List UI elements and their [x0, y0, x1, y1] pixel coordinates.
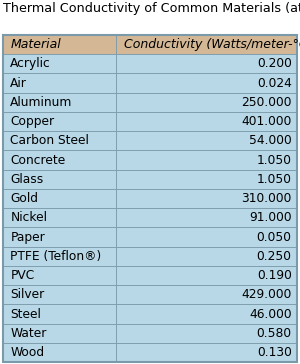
Text: Glass: Glass — [11, 173, 43, 186]
Bar — [3, 343, 116, 362]
Bar — [3, 54, 116, 74]
Bar — [116, 150, 297, 170]
Text: 0.250: 0.250 — [257, 250, 292, 263]
Text: 91.000: 91.000 — [249, 211, 292, 224]
Bar — [3, 93, 116, 112]
Text: Conductivity (Watts/meter-°C): Conductivity (Watts/meter-°C) — [124, 38, 300, 51]
Text: Thermal Conductivity of Common Materials (at 25º C): Thermal Conductivity of Common Materials… — [3, 2, 300, 15]
Text: Material: Material — [11, 38, 61, 51]
Bar — [3, 170, 116, 189]
Bar — [116, 247, 297, 266]
Text: 401.000: 401.000 — [241, 115, 292, 128]
Bar — [116, 285, 297, 304]
Bar — [3, 131, 116, 150]
Bar — [3, 112, 116, 131]
Bar — [116, 324, 297, 343]
Text: 429.000: 429.000 — [241, 288, 292, 301]
Bar — [3, 285, 116, 304]
Bar — [116, 35, 297, 54]
Text: 0.580: 0.580 — [256, 327, 292, 340]
Text: 0.190: 0.190 — [257, 269, 292, 282]
Bar — [3, 266, 116, 285]
Bar — [3, 150, 116, 170]
Text: 250.000: 250.000 — [241, 96, 292, 109]
Bar — [116, 131, 297, 150]
Text: Steel: Steel — [11, 308, 41, 321]
Text: Wood: Wood — [11, 346, 44, 359]
Text: 310.000: 310.000 — [241, 192, 292, 205]
Bar — [116, 74, 297, 93]
Text: 0.050: 0.050 — [257, 230, 292, 244]
Bar — [3, 324, 116, 343]
Bar — [3, 208, 116, 228]
Text: Copper: Copper — [11, 115, 55, 128]
Text: 54.000: 54.000 — [249, 134, 292, 147]
Text: PTFE (Teflon®): PTFE (Teflon®) — [11, 250, 102, 263]
Bar — [3, 247, 116, 266]
Bar — [116, 112, 297, 131]
Bar — [116, 170, 297, 189]
Text: Carbon Steel: Carbon Steel — [11, 134, 89, 147]
Bar — [3, 189, 116, 208]
Bar — [116, 304, 297, 324]
Text: Air: Air — [11, 76, 27, 90]
Text: 1.050: 1.050 — [257, 173, 292, 186]
Text: Gold: Gold — [11, 192, 38, 205]
Text: Paper: Paper — [11, 230, 45, 244]
Text: 1.050: 1.050 — [257, 154, 292, 167]
Text: Nickel: Nickel — [11, 211, 47, 224]
Bar — [116, 343, 297, 362]
Bar — [116, 189, 297, 208]
Text: PVC: PVC — [11, 269, 34, 282]
Bar — [116, 93, 297, 112]
Bar — [3, 74, 116, 93]
Text: Water: Water — [11, 327, 47, 340]
Bar — [3, 304, 116, 324]
Text: 0.200: 0.200 — [257, 57, 292, 70]
Text: Concrete: Concrete — [11, 154, 66, 167]
Bar — [116, 228, 297, 247]
Text: 0.130: 0.130 — [257, 346, 292, 359]
Text: Silver: Silver — [11, 288, 45, 301]
Bar — [116, 54, 297, 74]
Bar — [116, 208, 297, 228]
Text: Acrylic: Acrylic — [11, 57, 51, 70]
Text: Aluminum: Aluminum — [11, 96, 73, 109]
Bar — [3, 228, 116, 247]
Bar — [3, 35, 116, 54]
Text: 0.024: 0.024 — [257, 76, 292, 90]
Text: 46.000: 46.000 — [249, 308, 292, 321]
Bar — [116, 266, 297, 285]
